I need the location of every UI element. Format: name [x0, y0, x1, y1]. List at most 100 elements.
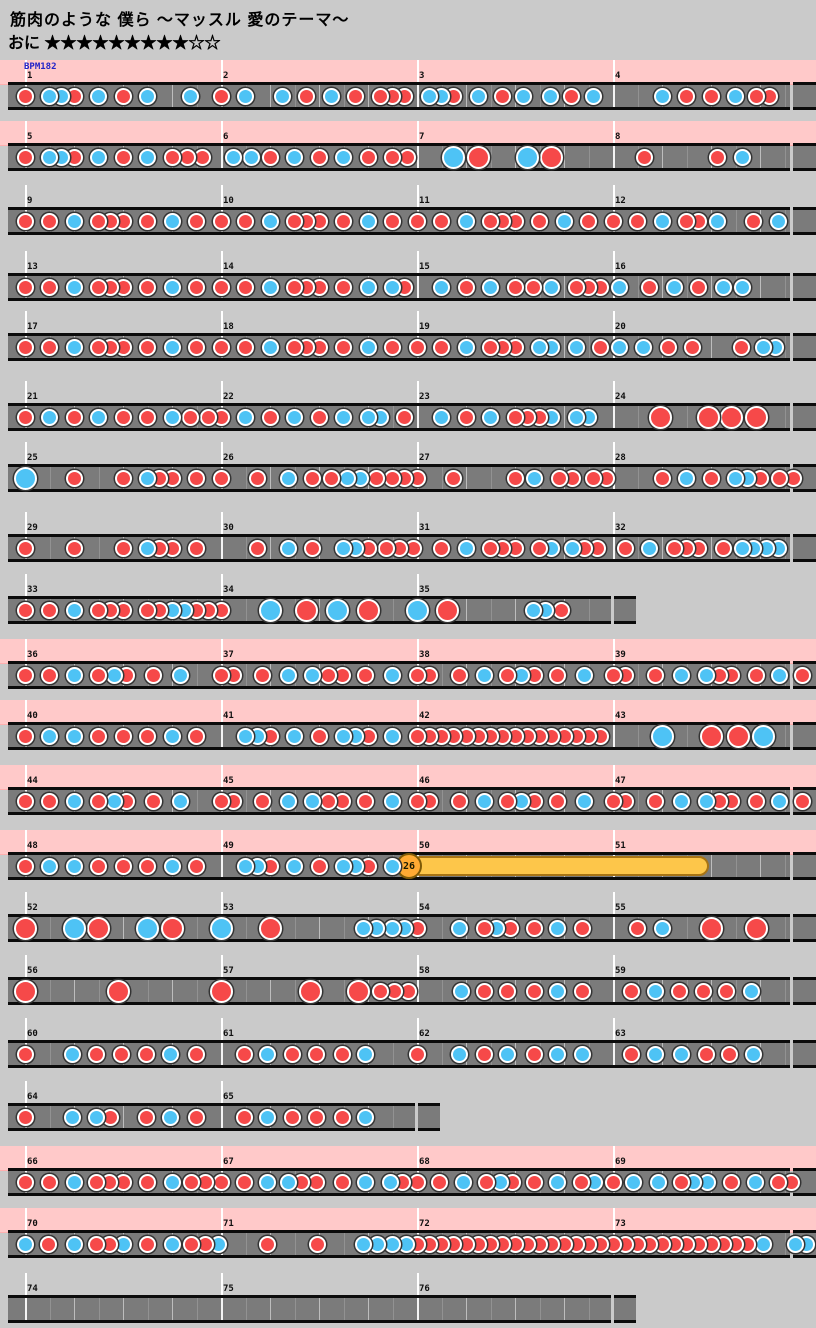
note-ka [273, 87, 291, 105]
note-don [139, 727, 156, 745]
note-big-don [726, 724, 750, 748]
barline-tick [417, 311, 419, 333]
note-big-don [13, 979, 37, 1003]
note-don [194, 148, 212, 166]
subdivision-line [245, 980, 247, 1002]
note-don [235, 1108, 253, 1126]
note-don [114, 408, 132, 426]
note-ka [357, 1045, 375, 1063]
subdivision-line [343, 980, 345, 1002]
note-lane [8, 1295, 611, 1323]
note-ka [338, 469, 356, 487]
note-big-don [160, 916, 184, 940]
note-don [499, 666, 517, 684]
subdivision-line [343, 85, 345, 107]
note-big-don [697, 405, 720, 429]
note-ka [41, 87, 58, 105]
note-don [347, 87, 365, 105]
barline-tick [221, 381, 223, 403]
note-ka [335, 857, 352, 875]
beat-line [123, 1106, 124, 1128]
note-ka [172, 666, 190, 684]
barline-tick [221, 185, 223, 207]
note-ka [742, 982, 760, 1000]
note-ka [673, 792, 691, 810]
note-don [283, 1108, 301, 1126]
note-don [137, 1045, 155, 1063]
barline-tick [417, 251, 419, 273]
barline-tick [417, 574, 419, 596]
note-ka [90, 148, 107, 166]
barline-tick [221, 765, 223, 787]
note-ka [279, 1173, 297, 1191]
note-big-don [540, 145, 564, 169]
beat-line [466, 467, 467, 489]
note-ka [105, 792, 123, 810]
barline-tick [417, 512, 419, 534]
subdivision-line [49, 980, 51, 1002]
note-big-don [295, 598, 319, 622]
note-ka [457, 539, 475, 557]
barline-tick [25, 1081, 27, 1103]
note-big-don [699, 724, 723, 748]
barline-tick [25, 251, 27, 273]
measure-number: 50 [419, 841, 430, 851]
note-don [188, 539, 205, 557]
note-ka [549, 1173, 567, 1191]
note-ka [65, 212, 83, 230]
subdivision-line [196, 1298, 198, 1320]
subdivision-line [588, 1298, 590, 1320]
barline-tick [221, 892, 223, 914]
beat-line [270, 537, 271, 559]
note-don [163, 148, 181, 166]
measure-number: 32 [615, 523, 626, 533]
note-lane-end-block [418, 1103, 440, 1131]
beat-line [515, 146, 516, 168]
measure-number: 40 [27, 711, 38, 721]
note-ka [369, 1235, 387, 1253]
note-don [714, 539, 732, 557]
note-ka [87, 1108, 105, 1126]
measure-number: 15 [419, 262, 430, 272]
note-don [320, 666, 338, 684]
note-don [357, 666, 375, 684]
note-ka [304, 792, 322, 810]
subdivision-line [784, 146, 786, 168]
note-ka [357, 1173, 375, 1191]
measure-barline [417, 276, 419, 298]
subdivision-line [441, 1043, 443, 1065]
note-don [87, 1173, 105, 1191]
measure-barline [417, 406, 419, 428]
measure-number: 39 [615, 650, 626, 660]
note-ka [261, 278, 279, 296]
note-don [697, 1045, 715, 1063]
note-don [457, 278, 475, 296]
measure-number: 21 [27, 392, 38, 402]
measure-number: 59 [615, 966, 626, 976]
subdivision-line [294, 1298, 296, 1320]
note-don [308, 1108, 326, 1126]
note-ka [354, 1235, 372, 1253]
note-ka [335, 539, 352, 557]
note-don [445, 469, 463, 487]
beat-line [270, 467, 271, 489]
barline-tick [613, 892, 615, 914]
subdivision-line [784, 1233, 786, 1255]
note-don [188, 278, 205, 296]
note-ka [734, 539, 752, 557]
note-big-ka [650, 724, 674, 748]
note-ka [163, 408, 181, 426]
subdivision-line [294, 980, 296, 1002]
note-don [212, 338, 230, 356]
note-don [708, 148, 726, 166]
note-don [526, 1173, 544, 1191]
barline-tick [613, 765, 615, 787]
subdivision-line [539, 1298, 541, 1320]
subdivision-line [245, 917, 247, 939]
note-don [87, 1235, 105, 1253]
note-don [137, 1108, 155, 1126]
note-ka [163, 857, 181, 875]
measure-barline [613, 146, 615, 168]
gogo-section [0, 1146, 816, 1171]
note-don [408, 212, 426, 230]
